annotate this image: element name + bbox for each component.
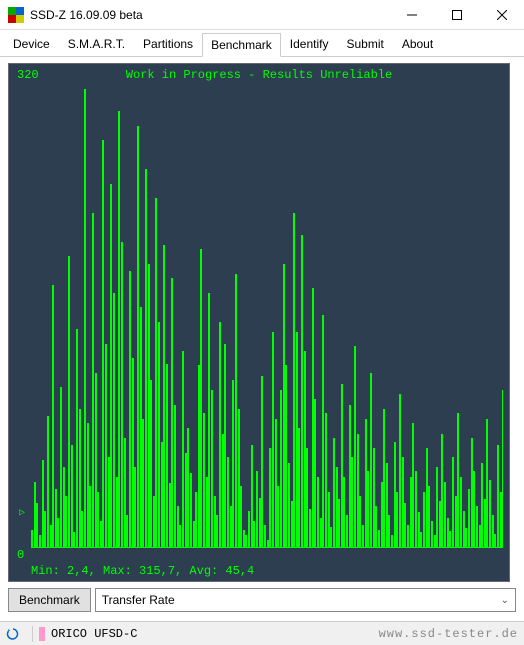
chart-baseline [31, 547, 503, 548]
chart-title: Work in Progress - Results Unreliable [9, 68, 509, 82]
x-axis-zero: 0 [17, 548, 24, 562]
status-indicator [39, 627, 45, 641]
controls-row: Benchmark Transfer Rate ⌄ [8, 588, 516, 612]
refresh-icon[interactable] [6, 627, 20, 641]
close-button[interactable] [479, 0, 524, 30]
benchmark-button[interactable]: Benchmark [8, 588, 91, 612]
chart-bar [261, 376, 263, 547]
tab-smart[interactable]: S.M.A.R.T. [59, 32, 134, 56]
window-title: SSD-Z 16.09.09 beta [30, 8, 389, 22]
plot-region [31, 84, 503, 547]
minimize-button[interactable] [389, 0, 434, 30]
chart-bar [502, 390, 503, 547]
watermark: www.ssd-tester.de [379, 627, 518, 641]
device-name: ORICO UFSD-C [51, 627, 379, 641]
chevron-down-icon: ⌄ [501, 595, 509, 606]
tab-benchmark[interactable]: Benchmark [202, 33, 281, 57]
tab-partitions[interactable]: Partitions [134, 32, 202, 56]
benchmark-chart: 320 Work in Progress - Results Unreliabl… [8, 63, 510, 582]
status-separator [32, 626, 33, 642]
chart-marker: ▷ [19, 507, 25, 519]
tab-identify[interactable]: Identify [281, 32, 338, 56]
chart-stats: Min: 2,4, Max: 315,7, Avg: 45,4 [31, 564, 254, 578]
statusbar: ORICO UFSD-C www.ssd-tester.de [0, 621, 524, 645]
tab-device[interactable]: Device [4, 32, 59, 56]
tab-submit[interactable]: Submit [337, 32, 392, 56]
mode-dropdown[interactable]: Transfer Rate ⌄ [95, 588, 516, 612]
tab-bar: Device S.M.A.R.T. Partitions Benchmark I… [0, 32, 524, 57]
content-area: 320 Work in Progress - Results Unreliabl… [0, 57, 524, 618]
maximize-button[interactable] [434, 0, 479, 30]
titlebar: SSD-Z 16.09.09 beta [0, 0, 524, 30]
app-icon [8, 7, 24, 23]
dropdown-value: Transfer Rate [102, 593, 175, 607]
tab-about[interactable]: About [393, 32, 442, 56]
